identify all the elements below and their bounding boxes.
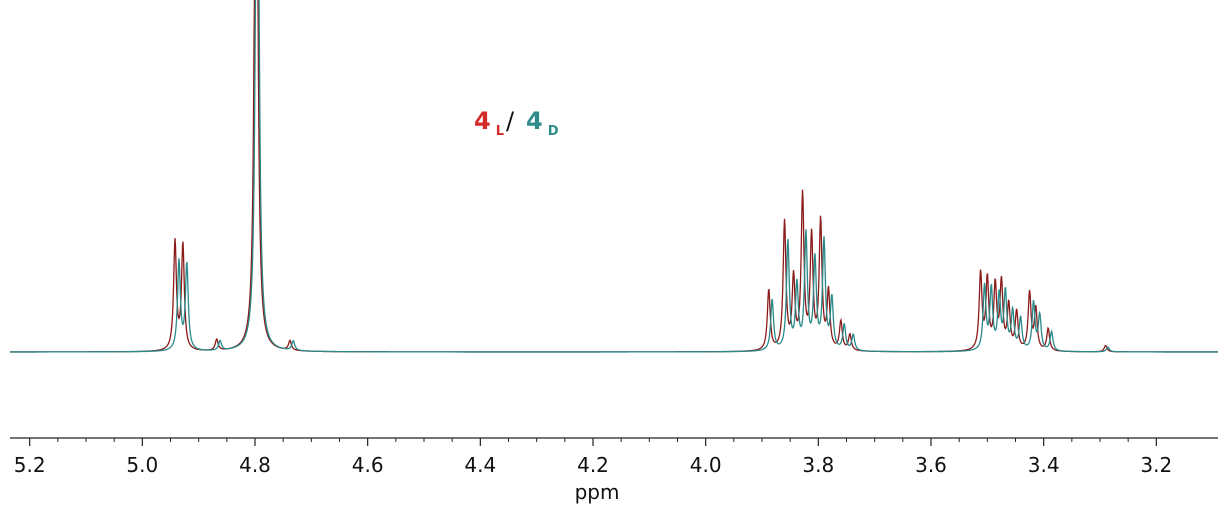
series-1-trace xyxy=(10,0,1218,353)
x-axis-ticks: 5.2 5.0 4.8 4.6 4.4 4.2 4.0 3.8 3.6 3.4 3.2 xyxy=(14,438,1172,477)
legend-separator: / xyxy=(506,107,515,135)
legend: 4 L / 4 D xyxy=(474,107,559,139)
legend-entry-l: 4 L xyxy=(474,107,504,139)
x-axis-label: ppm xyxy=(575,480,620,504)
legend-entry-d-sub: D xyxy=(548,124,559,139)
x-tick-label: 4.6 xyxy=(352,453,384,477)
spectrum-traces xyxy=(10,0,1218,353)
x-tick-label: 3.2 xyxy=(1140,453,1172,477)
x-tick-label: 5.2 xyxy=(14,453,46,477)
legend-entry-l-main: 4 xyxy=(474,107,491,135)
legend-entry-l-sub: L xyxy=(496,124,504,139)
x-tick-label: 4.4 xyxy=(464,453,496,477)
series-0-trace xyxy=(10,0,1218,353)
x-tick-label: 4.0 xyxy=(690,453,722,477)
x-tick-label: 3.6 xyxy=(915,453,947,477)
x-tick-label: 3.4 xyxy=(1028,453,1060,477)
legend-entry-d-main: 4 xyxy=(526,107,543,135)
x-tick-label: 4.2 xyxy=(577,453,609,477)
x-tick-label: 4.8 xyxy=(239,453,271,477)
x-tick-label: 5.0 xyxy=(126,453,158,477)
legend-entry-d: 4 D xyxy=(526,107,559,139)
x-tick-label: 3.8 xyxy=(802,453,834,477)
